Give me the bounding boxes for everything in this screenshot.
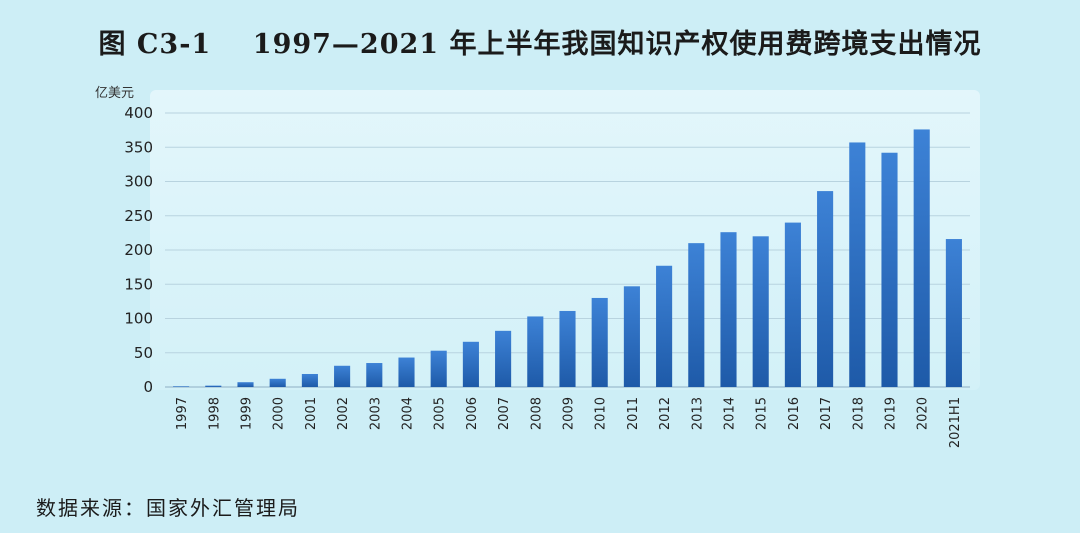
x-tick-label: 2015: [755, 397, 770, 430]
bar-2000: [269, 378, 286, 387]
x-tick-label: 1997: [175, 397, 190, 430]
y-axis-ticks: 0 50 100 150 200 250 300 350 400: [124, 104, 153, 396]
x-tick-label: 1998: [207, 397, 222, 430]
x-tick-label: 2013: [690, 397, 705, 430]
x-tick-label: 2007: [497, 397, 512, 430]
bar-2009: [559, 310, 576, 387]
bar-1997: [173, 386, 190, 387]
x-tick-label: 2021H1: [948, 397, 963, 448]
bar-2011: [623, 286, 640, 387]
bar-2002: [334, 365, 351, 387]
y-tick-label: 300: [124, 173, 153, 191]
bar-2019: [881, 152, 898, 387]
x-tick-label: 2019: [884, 397, 899, 430]
y-tick-label: 0: [143, 378, 153, 396]
x-tick-label: 2001: [304, 397, 319, 430]
data-source-note: 数据来源：国家外汇管理局: [36, 496, 300, 520]
bar-1998: [205, 385, 222, 387]
bar-2016: [784, 222, 801, 387]
x-tick-label: 2003: [368, 397, 383, 430]
x-tick-label: 2018: [851, 397, 866, 430]
bars: [173, 129, 962, 387]
bar-2017: [817, 191, 834, 387]
y-tick-label: 50: [134, 344, 153, 362]
x-tick-label: 2000: [272, 397, 287, 430]
y-tick-label: 400: [124, 104, 153, 122]
x-tick-label: 2017: [819, 397, 834, 430]
bar-2004: [398, 357, 415, 387]
bar-chart: 0 50 100 150 200 250 300 350 400 1997 1998 1999 200…: [124, 104, 970, 448]
x-tick-label: 2004: [401, 397, 416, 430]
x-tick-label: 2016: [787, 397, 802, 430]
x-tick-label: 2011: [626, 397, 641, 430]
y-tick-label: 250: [124, 207, 153, 225]
x-tick-label: 2012: [658, 397, 673, 430]
x-tick-label: 2002: [336, 397, 351, 430]
x-axis-ticks: 1997 1998 1999 2000 2001 2002 2003 2004 2005 2006…: [175, 397, 963, 448]
x-tick-label: 2005: [433, 397, 448, 430]
chart-title: 图 C3-1 1997—2021 年上半年我国知识产权使用费跨境支出情况: [98, 29, 982, 60]
bar-2010: [591, 297, 608, 387]
bar-1999: [237, 382, 254, 387]
bar-2021H1: [945, 239, 962, 387]
y-tick-label: 200: [124, 241, 153, 259]
x-tick-label: 2014: [723, 397, 738, 430]
bar-2015: [752, 236, 769, 387]
bar-2008: [527, 316, 544, 387]
bar-2020: [913, 129, 930, 387]
bar-2003: [366, 363, 383, 387]
y-tick-label: 150: [124, 275, 153, 293]
bar-2005: [430, 350, 447, 387]
x-tick-label: 2009: [562, 397, 577, 430]
bar-2013: [688, 243, 705, 387]
bar-2018: [849, 142, 866, 387]
bar-2006: [462, 341, 479, 387]
y-axis-unit-label: 亿美元: [95, 86, 135, 101]
x-tick-label: 1999: [240, 397, 255, 430]
bar-2012: [656, 265, 673, 387]
bar-2014: [720, 232, 737, 387]
y-tick-label: 350: [124, 138, 153, 156]
bar-2007: [495, 330, 512, 387]
bar-2001: [301, 373, 318, 387]
x-tick-label: 2006: [465, 397, 480, 430]
x-tick-label: 2008: [529, 397, 544, 430]
x-tick-label: 2010: [594, 397, 609, 430]
y-tick-label: 100: [124, 310, 153, 328]
x-tick-label: 2020: [916, 397, 931, 430]
